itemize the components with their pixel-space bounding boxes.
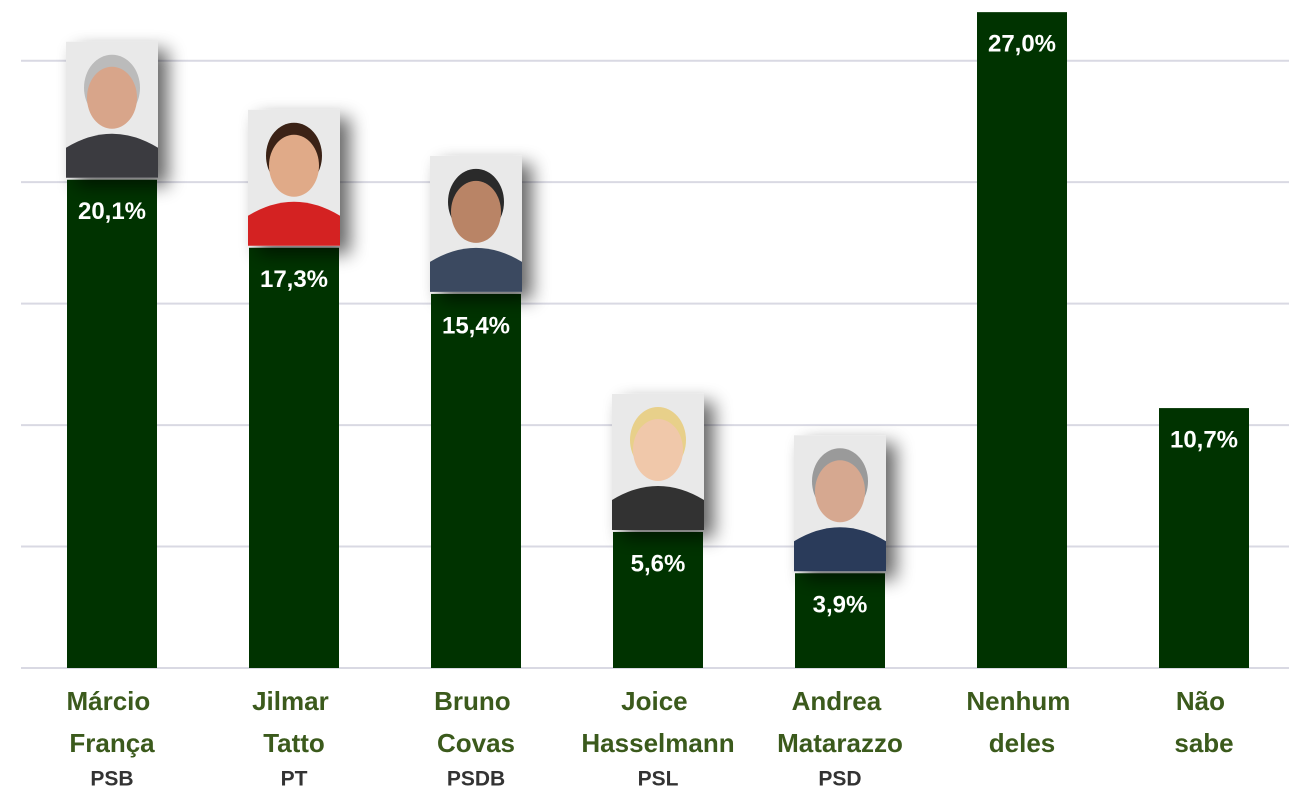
value-label: 20,1% (78, 198, 146, 225)
party-label: PT (281, 768, 308, 791)
label-line: Tatto (263, 728, 325, 758)
photo-face (633, 419, 683, 481)
candidate-photo (66, 42, 158, 178)
photo-face (451, 181, 501, 243)
chart: 20,1% Márcio França PSB 17,3% Jilmar Tatto PT… (0, 0, 1289, 795)
photo-face (269, 135, 319, 197)
x-tick-label: Márcio França (66, 686, 157, 758)
value-label: 10,7% (1170, 426, 1238, 453)
x-tick-label: Nenhum deles (966, 686, 1077, 758)
label-line: Matarazzo (777, 728, 903, 758)
bar (795, 573, 885, 668)
label-line: sabe (1174, 728, 1233, 758)
value-label: 5,6% (631, 550, 686, 577)
candidate-photo (612, 394, 704, 530)
value-label: 15,4% (442, 312, 510, 339)
party-label: PSD (818, 768, 861, 791)
label-line: Joice (621, 686, 695, 716)
x-tick-label: Não sabe (1174, 686, 1233, 758)
label-line: Nenhum (966, 686, 1077, 716)
value-label: 27,0% (988, 30, 1056, 57)
label-line: França (69, 728, 155, 758)
party-label: PSDB (447, 768, 505, 791)
candidate-photo (430, 156, 522, 292)
value-label: 3,9% (813, 592, 868, 619)
x-tick-label: Joice Hasselmann (581, 686, 734, 758)
label-line: deles (989, 728, 1056, 758)
photo-face (815, 460, 865, 522)
bar (249, 248, 339, 668)
x-tick-label: Andrea Matarazzo (777, 686, 903, 758)
bar (977, 12, 1067, 668)
bar (67, 180, 157, 668)
x-tick-label: Bruno Covas (434, 686, 518, 758)
label-line: Andrea (792, 686, 889, 716)
label-line: Não (1176, 686, 1232, 716)
label-line: Hasselmann (581, 728, 734, 758)
photo-face (87, 67, 137, 129)
x-tick-label: Jilmar Tatto (252, 686, 336, 758)
label-line: Bruno (434, 686, 518, 716)
bar (431, 294, 521, 668)
label-line: Márcio (66, 686, 157, 716)
candidate-photo (794, 435, 886, 571)
candidate-photo (248, 110, 340, 246)
party-label: PSB (90, 768, 133, 791)
value-label: 17,3% (260, 266, 328, 293)
label-line: Jilmar (252, 686, 336, 716)
label-line: Covas (437, 728, 515, 758)
party-label: PSL (638, 768, 679, 791)
